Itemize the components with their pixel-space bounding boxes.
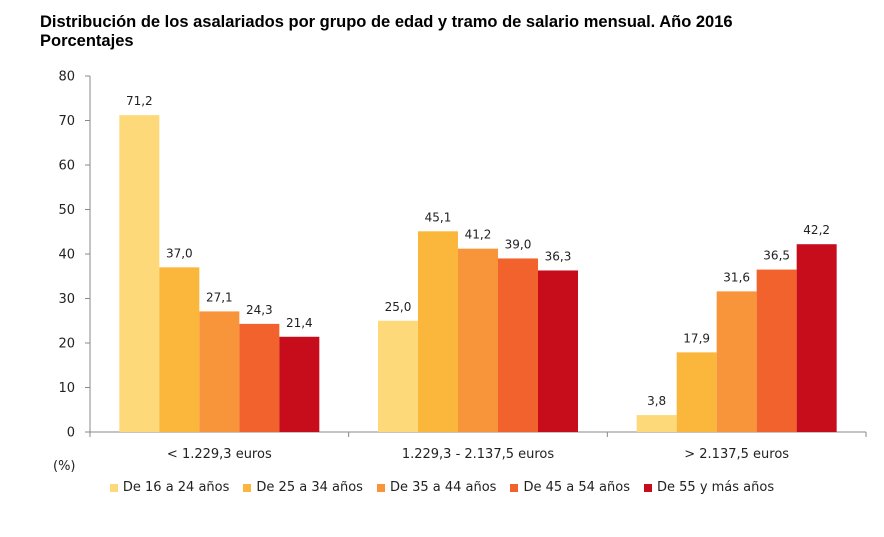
- legend-label: De 45 a 54 años: [523, 480, 630, 495]
- bar: [119, 115, 160, 432]
- legend-label: De 55 y más años: [657, 480, 775, 495]
- legend-label: De 25 a 34 años: [256, 480, 363, 495]
- legend-swatch: [510, 483, 519, 492]
- x-category-label: > 2.137,5 euros: [684, 447, 789, 462]
- bar: [458, 248, 498, 432]
- data-label: 17,9: [683, 331, 710, 345]
- bar: [279, 336, 320, 432]
- legend-item: De 35 a 44 años: [376, 480, 497, 495]
- legend-swatch: [109, 483, 118, 492]
- data-label: 71,2: [126, 94, 153, 108]
- data-label: 36,3: [545, 249, 572, 263]
- y-tick-label: 0: [67, 426, 75, 441]
- x-category-label: < 1.229,3 euros: [167, 447, 272, 462]
- bar: [636, 415, 677, 432]
- data-label: 45,1: [425, 210, 452, 224]
- y-tick-label: 60: [58, 159, 75, 174]
- chart-title: Distribución de los asalariados por grup…: [40, 13, 733, 31]
- chart-subtitle: Porcentajes: [40, 32, 134, 50]
- legend-swatch: [243, 483, 252, 492]
- bar: [159, 267, 200, 432]
- chart-legend: De 16 a 24 años De 25 a 34 años De 35 a 44…: [0, 480, 884, 495]
- data-label: 31,6: [723, 270, 750, 284]
- bar: [538, 270, 578, 432]
- y-tick-label: 30: [58, 292, 75, 307]
- data-label: 3,8: [647, 394, 666, 408]
- bar: [418, 231, 458, 432]
- y-tick-label: 70: [58, 114, 75, 129]
- legend-item: De 16 a 24 años: [109, 480, 230, 495]
- legend-item: De 45 a 54 años: [510, 480, 630, 495]
- chart-title-block: Distribución de los asalariados por grup…: [40, 13, 733, 51]
- y-tick-label: 10: [58, 381, 75, 396]
- legend-item: De 25 a 34 años: [243, 480, 363, 495]
- data-label: 42,2: [803, 223, 830, 237]
- bar: [676, 352, 717, 432]
- bar: [498, 258, 538, 432]
- legend-swatch: [376, 483, 385, 492]
- data-label: 36,5: [763, 249, 790, 263]
- data-label: 41,2: [465, 228, 492, 242]
- legend-label: De 35 a 44 años: [389, 480, 497, 495]
- y-axis-unit-label: (%): [53, 459, 76, 474]
- bar: [239, 323, 280, 432]
- bar: [199, 311, 240, 432]
- bar: [756, 269, 797, 432]
- data-label: 37,0: [166, 246, 193, 260]
- bar: [716, 291, 757, 432]
- y-tick-label: 80: [58, 70, 75, 85]
- legend-item: De 55 y más años: [644, 480, 774, 495]
- legend-label: De 16 a 24 años: [122, 480, 230, 495]
- legend-swatch: [644, 483, 652, 492]
- data-label: 21,4: [286, 316, 313, 330]
- data-label: 39,0: [505, 237, 532, 251]
- bar: [378, 320, 418, 432]
- y-tick-label: 50: [58, 203, 75, 218]
- data-label: 25,0: [385, 300, 412, 314]
- data-label: 27,1: [206, 290, 233, 304]
- bar: [796, 244, 837, 432]
- x-category-label: 1.229,3 - 2.137,5 euros: [402, 447, 555, 462]
- y-tick-label: 40: [58, 248, 75, 263]
- data-label: 24,3: [246, 303, 273, 317]
- y-tick-label: 20: [58, 337, 75, 352]
